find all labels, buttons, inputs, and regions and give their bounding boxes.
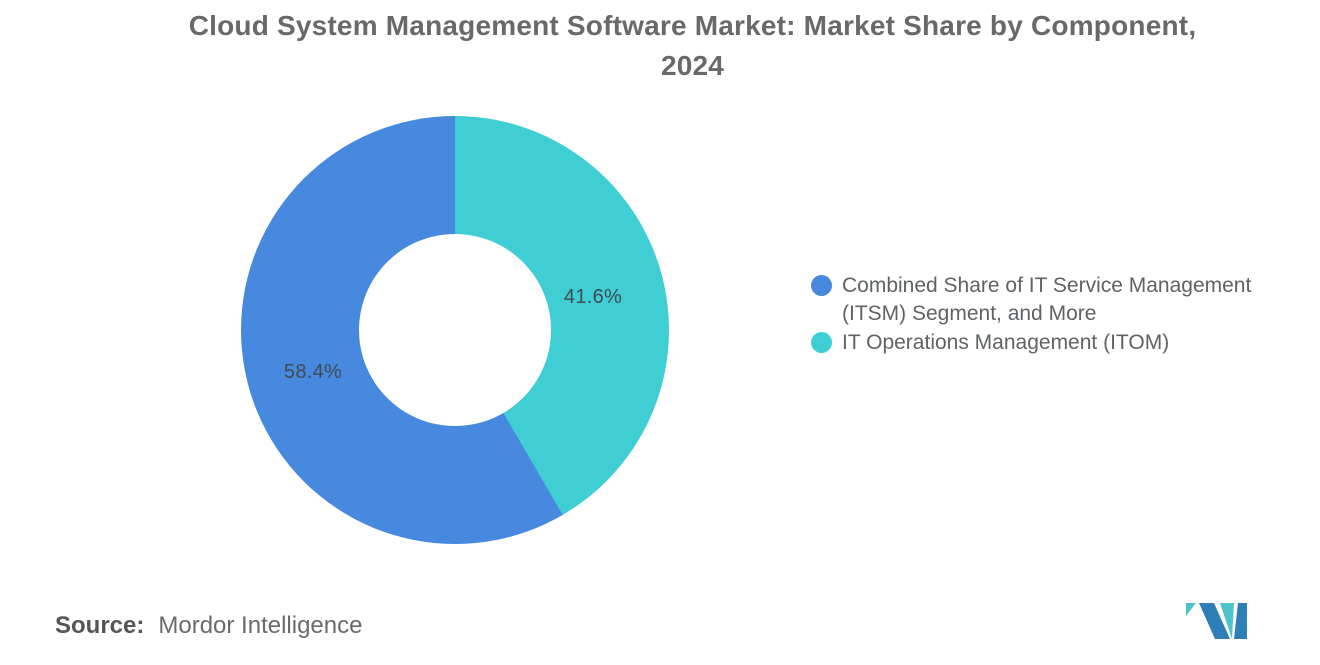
chart-title-line1: Cloud System Management Software Market:… [188, 10, 1197, 41]
legend-label-itom: IT Operations Management (ITOM) [842, 331, 1170, 354]
legend-item-itom[interactable]: IT Operations Management (ITOM) [811, 329, 1251, 357]
legend-marker-itom-icon [811, 332, 832, 353]
legend-item-itsm[interactable]: Combined Share of IT Service Management … [811, 272, 1251, 328]
legend-marker-itsm-icon [811, 275, 832, 296]
logo-right-blue-stroke [1234, 603, 1247, 639]
logo-middle-teal-triangle [1220, 603, 1234, 639]
slice-value-label-itom: 41.6% [563, 286, 623, 308]
slice-value-label-itsm: 58.4% [283, 361, 343, 383]
source-text: Mordor Intelligence [158, 612, 363, 639]
logo-left-blue-stroke [1199, 603, 1230, 639]
legend: Combined Share of IT Service Management … [811, 272, 1251, 357]
chart-title-line2: 2024 [660, 50, 725, 81]
logo-left-teal-triangle [1186, 603, 1196, 616]
mordor-intelligence-logo [1186, 603, 1247, 639]
donut-chart[interactable]: 58.4% 41.6% [241, 116, 669, 544]
source-prefix: Source: [55, 612, 145, 639]
chart-title: Cloud System Management Software Market:… [65, 6, 1320, 86]
source-line: Source: Mordor Intelligence [55, 612, 362, 640]
legend-label-itsm: Combined Share of IT Service Management … [842, 274, 1252, 325]
